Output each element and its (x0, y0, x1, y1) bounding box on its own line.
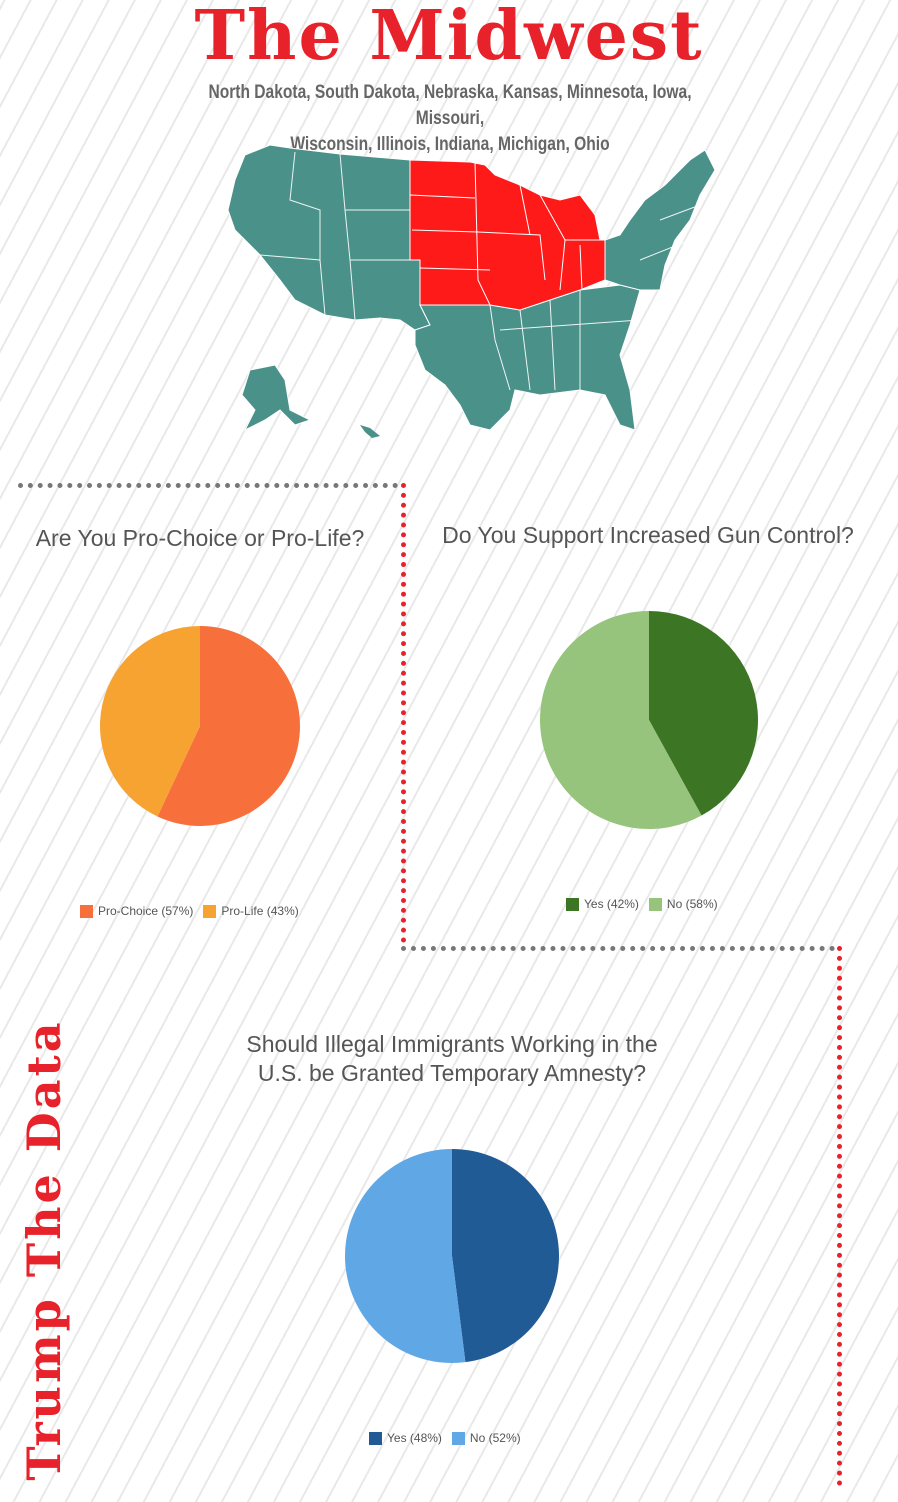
midwest-border-6 (519, 184, 531, 236)
midwest-border-2 (411, 229, 479, 233)
legend-item-pro-choice: Pro-Choice (57%) (80, 904, 193, 918)
state-border-11 (639, 239, 691, 261)
legend-label-pro-life: Pro-Life (43%) (221, 904, 299, 918)
legend-item-gun-no: No (58%) (648, 897, 718, 911)
legend-swatch-gun-no (648, 897, 662, 911)
chart-3-title-line-2: U.S. be Granted Temporary Amnesty? (257, 1060, 647, 1086)
states-list-line-1: North Dakota, South Dakota, Nebraska, Ka… (208, 82, 692, 129)
chart-1-title: Are You Pro-Choice or Pro-Life? (35, 525, 365, 551)
map-hawaii (360, 425, 380, 438)
state-border-12 (659, 204, 701, 221)
divider-top-left (18, 483, 398, 488)
legend-swatch-gun-yes (566, 897, 579, 911)
legend-swatch-amnesty-yes (369, 1431, 382, 1445)
legend-label-gun-yes: Yes (42%) (584, 897, 639, 911)
divider-middle-right (401, 946, 835, 951)
chart-3-title-line-1: Should Illegal Immigrants Working in the (246, 1031, 658, 1057)
state-border-5 (349, 259, 356, 321)
pie-slice-pro-life (99, 626, 200, 817)
us-map-base (227, 144, 716, 438)
legend-item-pro-life: Pro-Life (43%) (203, 904, 299, 918)
legend-swatch-pro-choice (80, 904, 93, 918)
chart-2-title: Do You Support Increased Gun Control? (442, 522, 854, 548)
divider-vertical-right (837, 946, 842, 1486)
pie-slice-no (540, 611, 702, 829)
midwest-border-3 (419, 267, 491, 271)
state-border-4 (259, 254, 326, 316)
chart-2-legend: Yes (42%) No (58%) (566, 897, 728, 911)
map-midwest-region (409, 159, 606, 311)
pie-slice-yes (649, 611, 758, 816)
map-state-borders (259, 151, 701, 391)
page-title: The Midwest (194, 0, 704, 76)
state-border-10 (499, 319, 641, 331)
pie-chart-abortion (99, 626, 300, 826)
legend-swatch-amnesty-no (451, 1431, 465, 1445)
chart-3-legend: Yes (48%) No (52%) (369, 1431, 531, 1445)
state-border-8 (549, 299, 556, 391)
legend-label-pro-choice: Pro-Choice (57%) (98, 904, 194, 918)
chart-3-title: Should Illegal Immigrants Working in the… (182, 1030, 722, 1088)
state-border-7 (519, 309, 531, 391)
legend-label-gun-no: No (58%) (666, 897, 718, 911)
midwest-state-borders (409, 161, 605, 306)
legend-item-amnesty-no: No (52%) (451, 1431, 521, 1445)
legend-label-amnesty-no: No (52%) (469, 1431, 521, 1445)
legend-swatch-pro-life (203, 904, 217, 918)
pie-slice-pro-choice (157, 626, 300, 826)
state-border-1 (289, 151, 321, 260)
midwest-border-5 (477, 231, 546, 281)
states-list-line-2: Wisconsin, Illinois, Indiana, Michigan, … (290, 134, 610, 155)
legend-item-gun-yes: Yes (42%) (566, 897, 639, 911)
midwest-highlight (409, 159, 606, 311)
chart-1-legend: Pro-Choice (57%) Pro-Life (43%) (80, 904, 309, 918)
map-alaska (241, 364, 312, 432)
legend-item-amnesty-yes: Yes (48%) (369, 1431, 442, 1445)
map-south-region (414, 284, 641, 431)
pie-slice-yes (452, 1149, 559, 1363)
midwest-border-1 (409, 194, 476, 199)
legend-label-amnesty-yes: Yes (48%) (387, 1431, 442, 1445)
pie-chart-gun-control (540, 611, 758, 829)
map-west-region (227, 144, 431, 331)
us-map (227, 144, 716, 438)
states-list: North Dakota, South Dakota, Nebraska, Ka… (204, 80, 696, 158)
sidebar-brand-text: Trump The Data (17, 1019, 71, 1481)
pie-chart-amnesty (345, 1149, 559, 1363)
state-border-6 (489, 304, 511, 391)
pie-slice-no (345, 1149, 466, 1363)
midwest-border-9 (579, 244, 583, 291)
midwest-border-4 (474, 161, 491, 306)
divider-vertical-middle (401, 483, 406, 943)
